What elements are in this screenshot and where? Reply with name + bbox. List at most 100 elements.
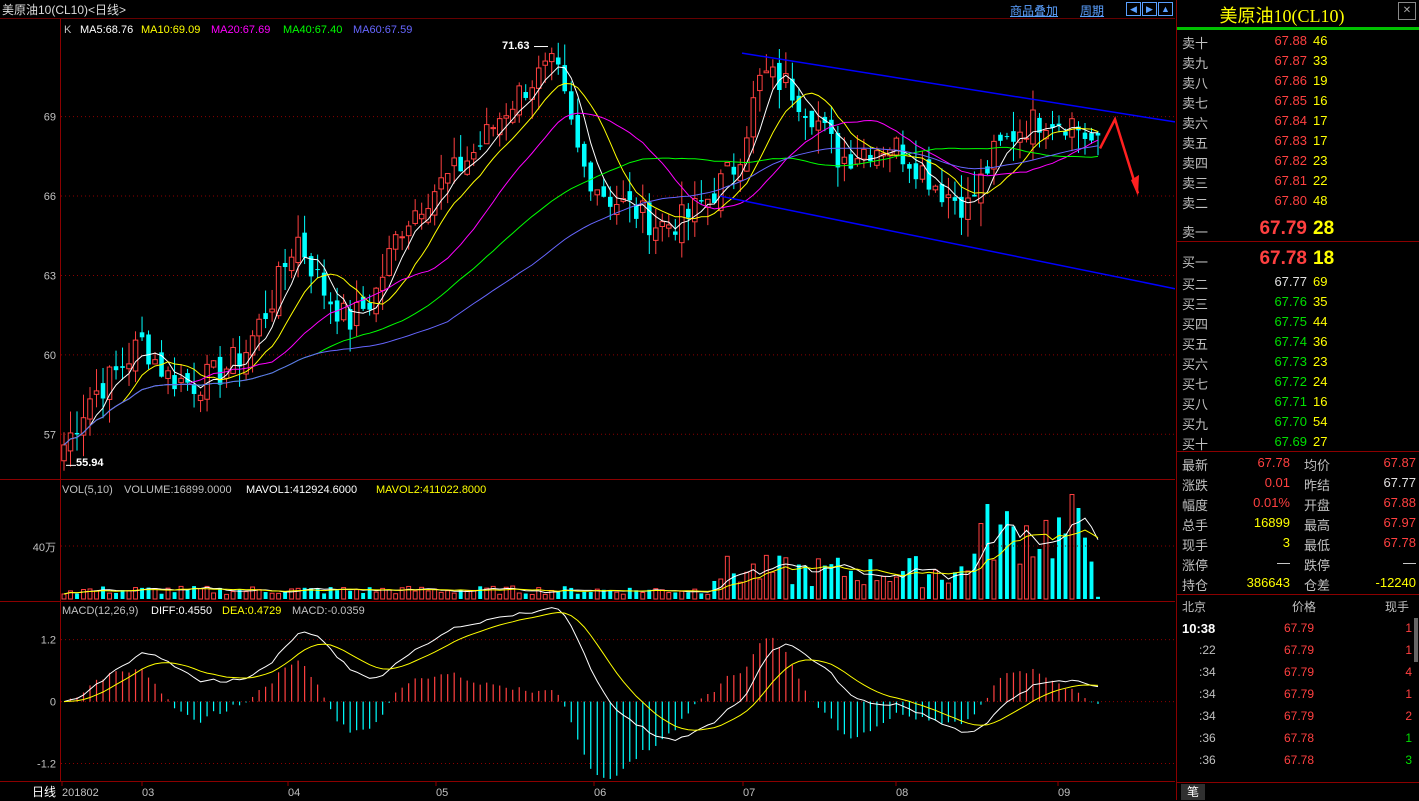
bid-level-row[interactable]: 买三 67.76 35 (1177, 292, 1419, 312)
volume-bar-down (75, 593, 79, 599)
bid-level-row[interactable]: 买七 67.72 24 (1177, 372, 1419, 392)
candle-body-down (868, 154, 873, 162)
volume-bar-down (731, 573, 736, 599)
ask-level-row[interactable]: 卖七 67.85 16 (1177, 91, 1419, 111)
volume-bar-down (1037, 548, 1042, 599)
stat-label: 涨跌 (1182, 478, 1209, 493)
bid-level-row[interactable]: 买八 67.71 16 (1177, 392, 1419, 412)
ask-1-label: 卖一 (1182, 225, 1209, 240)
tick-row: :34 67.79 1 (1177, 683, 1419, 705)
volume-bar-down (777, 555, 782, 599)
candle-body-down (835, 132, 841, 168)
kline-chart-area[interactable]: 69 66 63 60 57 1.2 0 -1.2 201802 03 04 05 06 07 08 09… (0, 19, 1175, 800)
candle-body-up (230, 346, 236, 374)
volume-bar-down (1096, 596, 1100, 599)
volume-bar-down (998, 524, 1003, 599)
candle-body-down (282, 262, 288, 268)
close-icon[interactable]: ✕ (1398, 2, 1416, 20)
candle-body-down (647, 202, 652, 236)
grid-lines (61, 116, 1175, 435)
ticks-header-price: 价格 (1292, 600, 1317, 614)
ma60-line (63, 145, 1099, 446)
tick-time: :22 (1199, 643, 1216, 657)
ask-level-row[interactable]: 卖十 67.88 46 (1177, 31, 1419, 51)
bid-level-label: 买四 (1182, 317, 1209, 332)
candle-body-up (269, 308, 275, 313)
arrow-right-icon[interactable]: ▶ (1142, 2, 1157, 16)
stat-value: — (1403, 555, 1416, 570)
bid-level-row[interactable]: 买十 67.69 27 (1177, 432, 1419, 452)
candle-body-up (106, 366, 113, 400)
low-price-label: 55.94 (76, 457, 104, 469)
volume-bar-down (302, 587, 307, 599)
tick-scrollbar[interactable] (1414, 618, 1418, 662)
volume-bar-up (341, 587, 347, 600)
candle-body-up (61, 444, 67, 462)
candle-body-up (399, 236, 405, 239)
bid-level-volume: 24 (1313, 374, 1328, 389)
ask-level-row[interactable]: 卖五 67.83 17 (1177, 131, 1419, 151)
candle-body-down (172, 375, 177, 390)
stat-label: 现手 (1182, 538, 1209, 553)
volume-bar-down (829, 564, 834, 599)
ask-1-volume: 28 (1313, 218, 1335, 239)
ask-level-row[interactable]: 卖九 67.87 33 (1177, 51, 1419, 71)
legend-ma20: MA20:67.69 (211, 24, 270, 36)
ask-level-volume: 23 (1313, 153, 1328, 168)
bid-level-row[interactable]: 买二 67.77 69 (1177, 272, 1419, 292)
bid-level-price: 67.75 (1274, 314, 1307, 329)
candle-body-up (353, 301, 360, 327)
volume-bar-up (94, 590, 99, 600)
stat-row: 幅度 0.01% 开盘 67.88 (1177, 493, 1419, 513)
stat-value: 0.01 (1264, 475, 1290, 490)
bid-level-row[interactable]: 买五 67.74 36 (1177, 332, 1419, 352)
y-axis-labels: 69 66 63 60 57 (44, 112, 56, 442)
volume-bar-up (594, 588, 600, 600)
volume-bar-up (744, 571, 750, 600)
bid-level-row[interactable]: 买四 67.75 44 (1177, 312, 1419, 332)
candle-body-down (555, 57, 561, 65)
period-label: 日线 (32, 785, 56, 799)
x-tick-label: 08 (896, 787, 908, 799)
ask-level-row[interactable]: 卖六 67.84 17 (1177, 111, 1419, 131)
candle-body-down (959, 196, 964, 218)
volume-bar-up (406, 585, 412, 600)
ask-level-row[interactable]: 卖三 67.81 22 (1177, 171, 1419, 191)
candle-body-down (731, 166, 737, 175)
volume-bar-down (1089, 561, 1094, 599)
tick-time: :36 (1199, 731, 1216, 745)
candle-body-up (152, 359, 158, 365)
candle-body-down (907, 164, 912, 169)
bid-level-price: 67.72 (1274, 374, 1307, 389)
volume-bar-up (919, 587, 925, 600)
tab-ticks[interactable]: 笔 (1181, 784, 1205, 800)
candle-body-up (653, 227, 659, 241)
candle-body-up (444, 173, 451, 184)
candle-body-up (861, 148, 867, 160)
ask-level-row[interactable]: 卖四 67.82 23 (1177, 151, 1419, 171)
tick-price: 67.78 (1284, 753, 1315, 767)
period-button[interactable]: 周期 (1080, 4, 1105, 18)
bid-1-row[interactable]: 买一 67.78 18 (1177, 245, 1419, 270)
candle-body-down (607, 196, 613, 207)
bid-level-row[interactable]: 买九 67.70 54 (1177, 412, 1419, 432)
overlay-commodity-button[interactable]: 商品叠加 (1010, 4, 1059, 18)
arrow-up-icon[interactable]: ▲ (1158, 2, 1173, 16)
volume-bar-up (380, 587, 386, 600)
bid-level-label: 买二 (1182, 277, 1209, 292)
candle-body-up (991, 140, 997, 170)
candle-body-down (900, 144, 906, 165)
volume-bar-up (61, 593, 67, 600)
ask-level-row[interactable]: 卖八 67.86 19 (1177, 71, 1419, 91)
candle-body-down (575, 115, 581, 148)
volume-bar-up (464, 590, 470, 600)
candle-body-down (790, 78, 795, 101)
candle-body-up (770, 66, 776, 78)
candle-body-up (197, 394, 204, 402)
ask-level-row[interactable]: 卖二 67.80 48 (1177, 191, 1419, 211)
arrow-left-icon[interactable]: ◀ (1126, 2, 1141, 16)
high-price-label: 71.63 (502, 40, 530, 52)
ask-1-row[interactable]: 卖一 67.79 28 (1177, 215, 1419, 240)
candle-body-up (132, 339, 139, 372)
bid-level-row[interactable]: 买六 67.73 23 (1177, 352, 1419, 372)
